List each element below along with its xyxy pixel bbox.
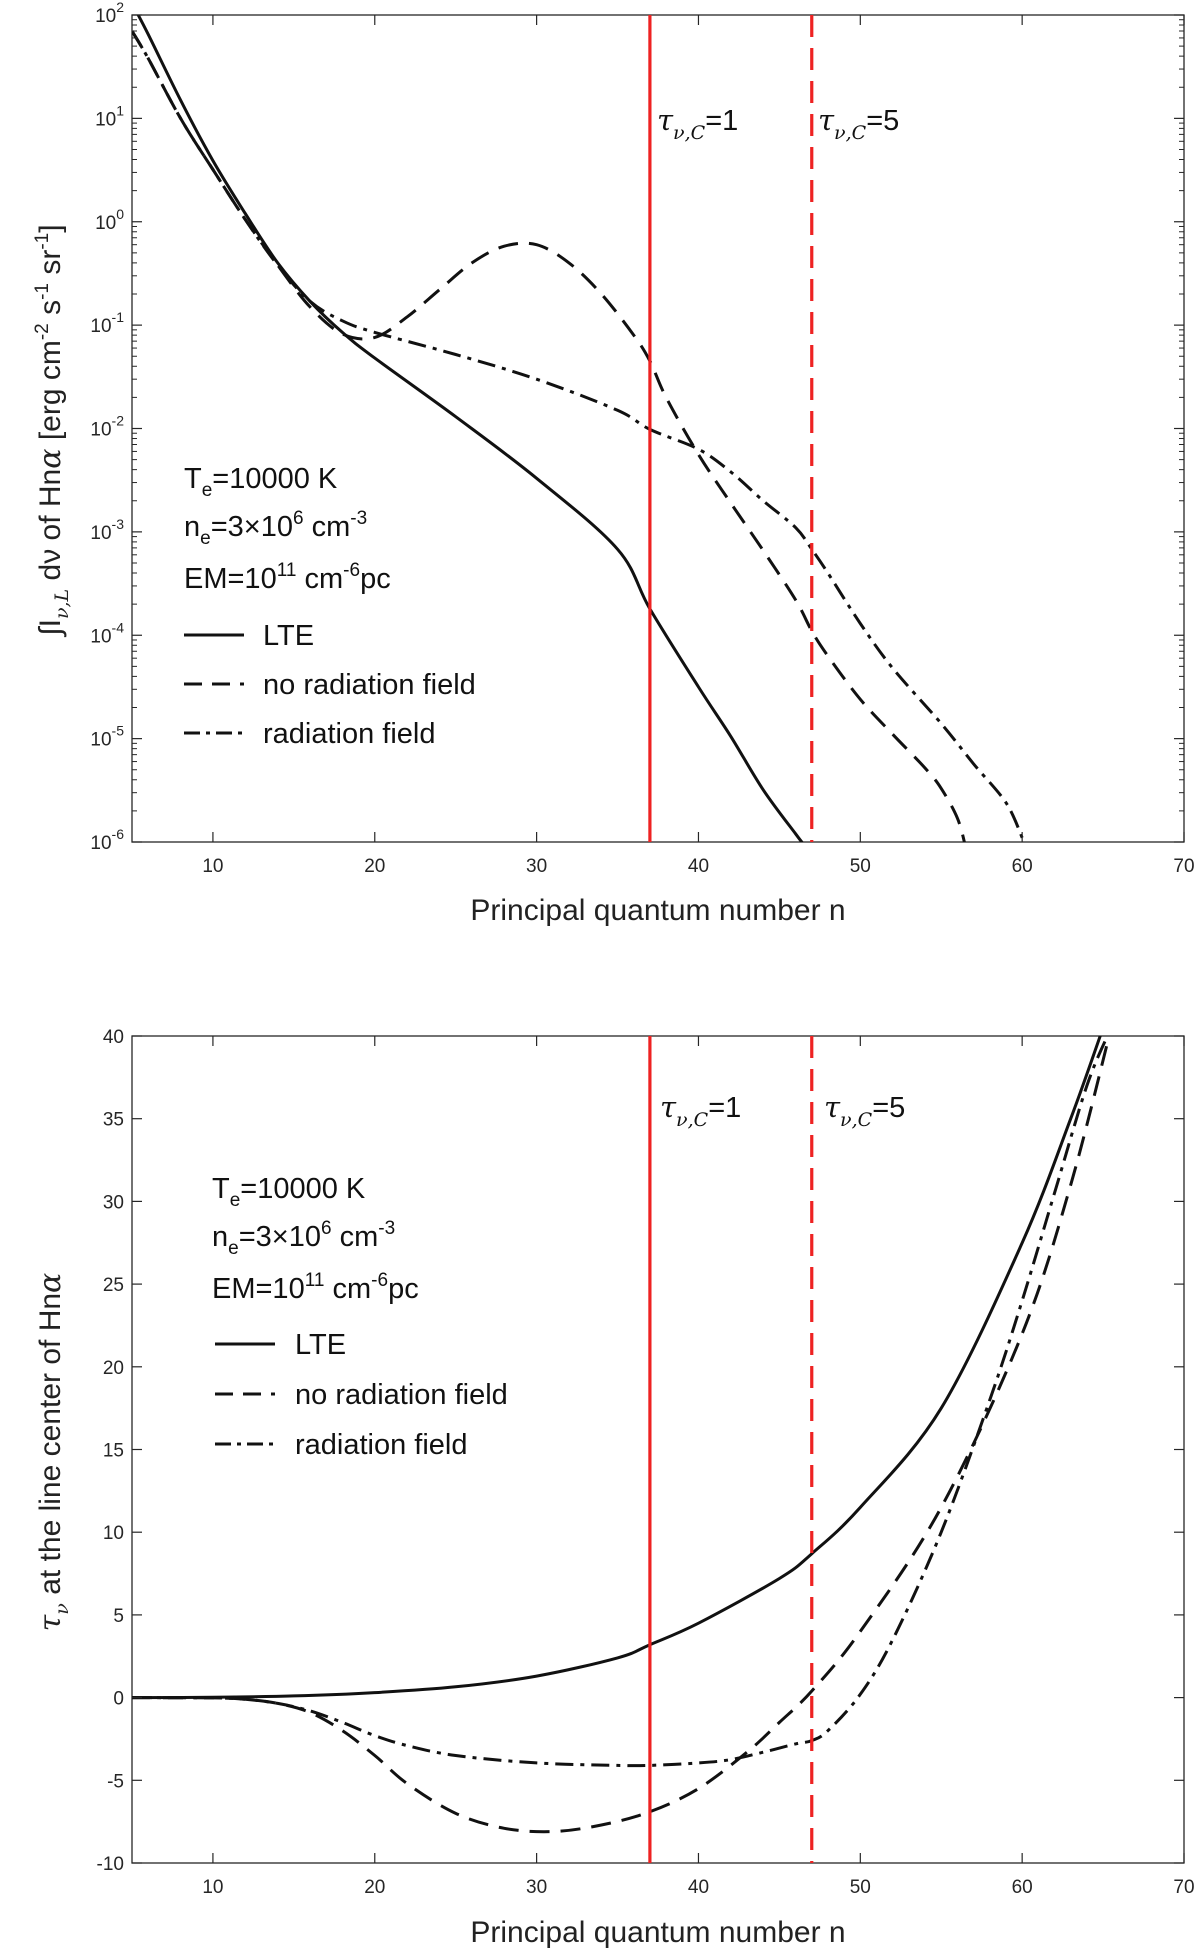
- y-tick-label: 15: [103, 1441, 124, 1462]
- y-tick-label: -5: [107, 1771, 124, 1792]
- y-tick-label: 35: [103, 1110, 124, 1131]
- annotation-ne-bottom: ne=3×106 cm-3: [212, 1218, 395, 1259]
- y-tick-label: 40: [103, 1027, 124, 1048]
- series-line-no-radiation-field-bottom: [132, 1036, 1111, 1834]
- chart-bottom: 10 20 30 40 50 60 70 -10 -5 0 5 10 15 20 25 30 35 40 τν,…: [33, 1027, 1195, 1949]
- series-line-radiation-field-bottom: [132, 1036, 1110, 1768]
- vlines-bottom: [648, 1036, 814, 1863]
- x-tick-label: 10: [202, 856, 223, 877]
- annotation-te-top: Te=10000 K: [184, 463, 338, 501]
- x-tick-label: 20: [364, 1877, 385, 1898]
- x-tick-label: 60: [1012, 856, 1033, 877]
- y-tick-label: 101: [95, 102, 124, 130]
- y-ticks-top: 10-6 10-5 10-4 10-3 10-2 10-1 100 101 102: [90, 0, 1184, 854]
- chart-top: 10 20 30 40 50 60 70 10-610-510-410-310-210-11…: [32, 0, 1195, 927]
- x-tick-label: 20: [364, 856, 385, 877]
- x-tick-label: 50: [850, 856, 871, 877]
- curves-bottom: [132, 1036, 1111, 1834]
- series-line-no-radiation-field-top: [132, 30, 966, 842]
- y-tick-label: 10-3: [90, 516, 124, 544]
- series-line-lte-bottom: [132, 1036, 1102, 1700]
- y-axis-label-bottom: τν at the line center of Hnα: [33, 1273, 73, 1632]
- y-tick-label: 5: [113, 1606, 124, 1627]
- annotation-ne-top: ne=3×106 cm-3: [184, 508, 367, 549]
- x-tick-label: 40: [688, 1877, 709, 1898]
- annotation-te-bottom: Te=10000 K: [212, 1173, 366, 1211]
- y-tick-label: 30: [103, 1192, 124, 1213]
- series-line-radiation-field-top: [132, 30, 1024, 839]
- curves-top: [132, 15, 1024, 842]
- legend-label-lte-top: LTE: [263, 620, 314, 652]
- y-tick-label: 100: [95, 206, 124, 234]
- vline-label-tau1-top: τν,C=1: [657, 103, 738, 144]
- annotation-em-top: EM=1011 cm-6pc: [184, 560, 391, 595]
- plot-frame-bottom: [131, 1035, 1185, 1864]
- legend-label-lte-bottom: LTE: [295, 1329, 346, 1361]
- x-tick-label: 50: [850, 1877, 871, 1898]
- x-tick-label: 30: [526, 856, 547, 877]
- x-tick-label: 40: [688, 856, 709, 877]
- legend-label-norad-bottom: no radiation field: [295, 1379, 508, 1411]
- x-axis-label-top: Principal quantum number n: [470, 894, 845, 927]
- vline-label-tau5-bottom: τν,C=5: [824, 1090, 905, 1131]
- vlines-top: [648, 15, 814, 842]
- y-tick-label: 102: [95, 0, 124, 27]
- x-tick-label: 60: [1012, 1877, 1033, 1898]
- y-tick-label: 0: [113, 1689, 124, 1710]
- vline-label-tau5-top: τν,C=5: [818, 103, 899, 144]
- x-ticks-top: 10 20 30 40 50 60 70: [202, 15, 1195, 877]
- x-tick-label: 10: [202, 1877, 223, 1898]
- y-tick-label: 10: [103, 1523, 124, 1544]
- y-tick-label: 20: [103, 1358, 124, 1379]
- y-tick-label: -10: [97, 1854, 124, 1875]
- vline-label-tau1-bottom: τν,C=1: [660, 1090, 741, 1131]
- y-tick-label: 10-6: [90, 826, 124, 854]
- annotation-em-bottom: EM=1011 cm-6pc: [212, 1270, 419, 1305]
- y-tick-label: 10-5: [90, 723, 124, 751]
- y-tick-label: 10-4: [90, 619, 124, 647]
- x-tick-label: 70: [1173, 856, 1194, 877]
- y-tick-label: 10-1: [90, 309, 124, 337]
- x-tick-label: 70: [1173, 1877, 1194, 1898]
- legend-bottom: LTE no radiation field radiation field: [215, 1329, 508, 1461]
- x-axis-label-bottom: Principal quantum number n: [470, 1916, 845, 1949]
- legend-top: LTE no radiation field radiation field: [184, 620, 476, 750]
- y-ticks-bottom: -10 -5 0 5 10 15 20 25 30 35 40: [97, 1027, 1184, 1875]
- y-axis-label-top: ∫Iν,L dν of Hnα [erg cm-2 s-1 sr-1]: [32, 224, 73, 637]
- legend-label-rad-top: radiation field: [263, 718, 436, 750]
- legend-label-rad-bottom: radiation field: [295, 1429, 468, 1461]
- x-tick-label: 30: [526, 1877, 547, 1898]
- y-tick-label: 10-2: [90, 413, 124, 441]
- legend-label-norad-top: no radiation field: [263, 669, 476, 701]
- series-line-lte-top: [136, 15, 804, 842]
- y-tick-label: 25: [103, 1275, 124, 1296]
- x-ticks-bottom: 10 20 30 40 50 60 70: [202, 1036, 1195, 1898]
